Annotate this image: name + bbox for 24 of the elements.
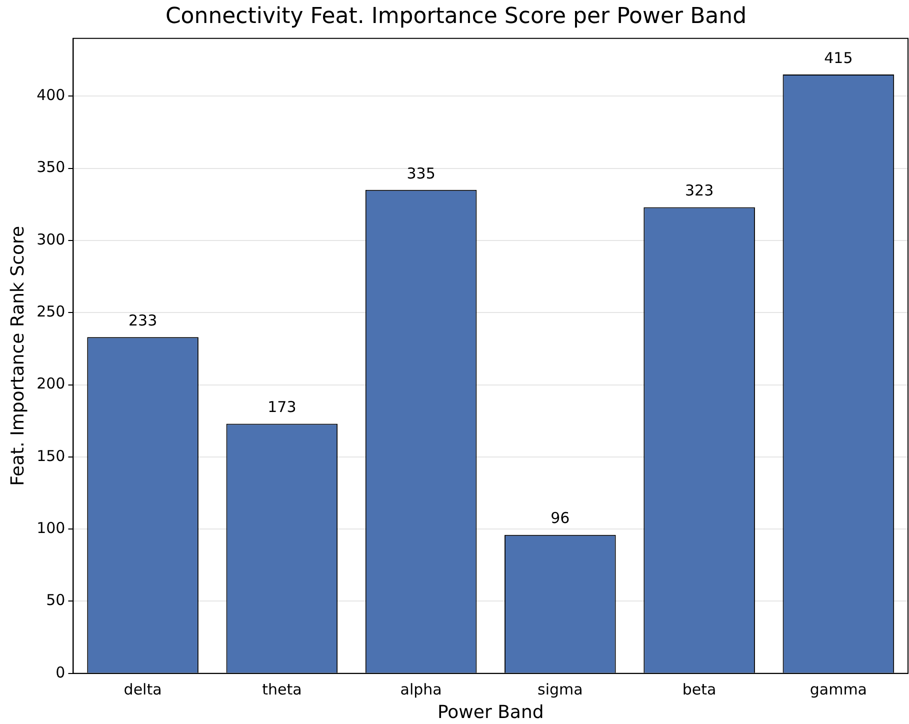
data-label: 415 xyxy=(824,48,853,67)
y-tick-label: 400 xyxy=(36,86,66,104)
chart-title: Connectivity Feat. Importance Score per Power Band xyxy=(165,4,747,29)
y-tick-label: 250 xyxy=(36,302,66,320)
y-tick-label: 100 xyxy=(36,518,66,537)
x-tick-label: sigma xyxy=(538,680,583,698)
x-tick-label: beta xyxy=(682,680,716,698)
x-tick-label: theta xyxy=(262,680,302,698)
y-tick-label: 350 xyxy=(36,158,66,176)
x-tick-label: gamma xyxy=(810,680,868,698)
y-tick-label: 150 xyxy=(36,446,66,465)
data-label: 173 xyxy=(268,398,296,416)
x-tick-label: delta xyxy=(124,680,162,698)
y-axis-title: Feat. Importance Rank Score xyxy=(7,226,28,486)
data-label: 233 xyxy=(128,312,158,330)
data-label: 96 xyxy=(550,509,570,528)
y-tick-label: 200 xyxy=(36,374,66,393)
x-tick-label: alpha xyxy=(400,680,442,698)
y-tick-label: 300 xyxy=(36,230,66,248)
data-label: 335 xyxy=(406,164,436,182)
y-tick-label: 0 xyxy=(56,663,66,682)
data-label: 323 xyxy=(684,182,714,200)
x-axis-title: Power Band xyxy=(437,702,544,723)
y-tick-label: 50 xyxy=(46,591,66,610)
